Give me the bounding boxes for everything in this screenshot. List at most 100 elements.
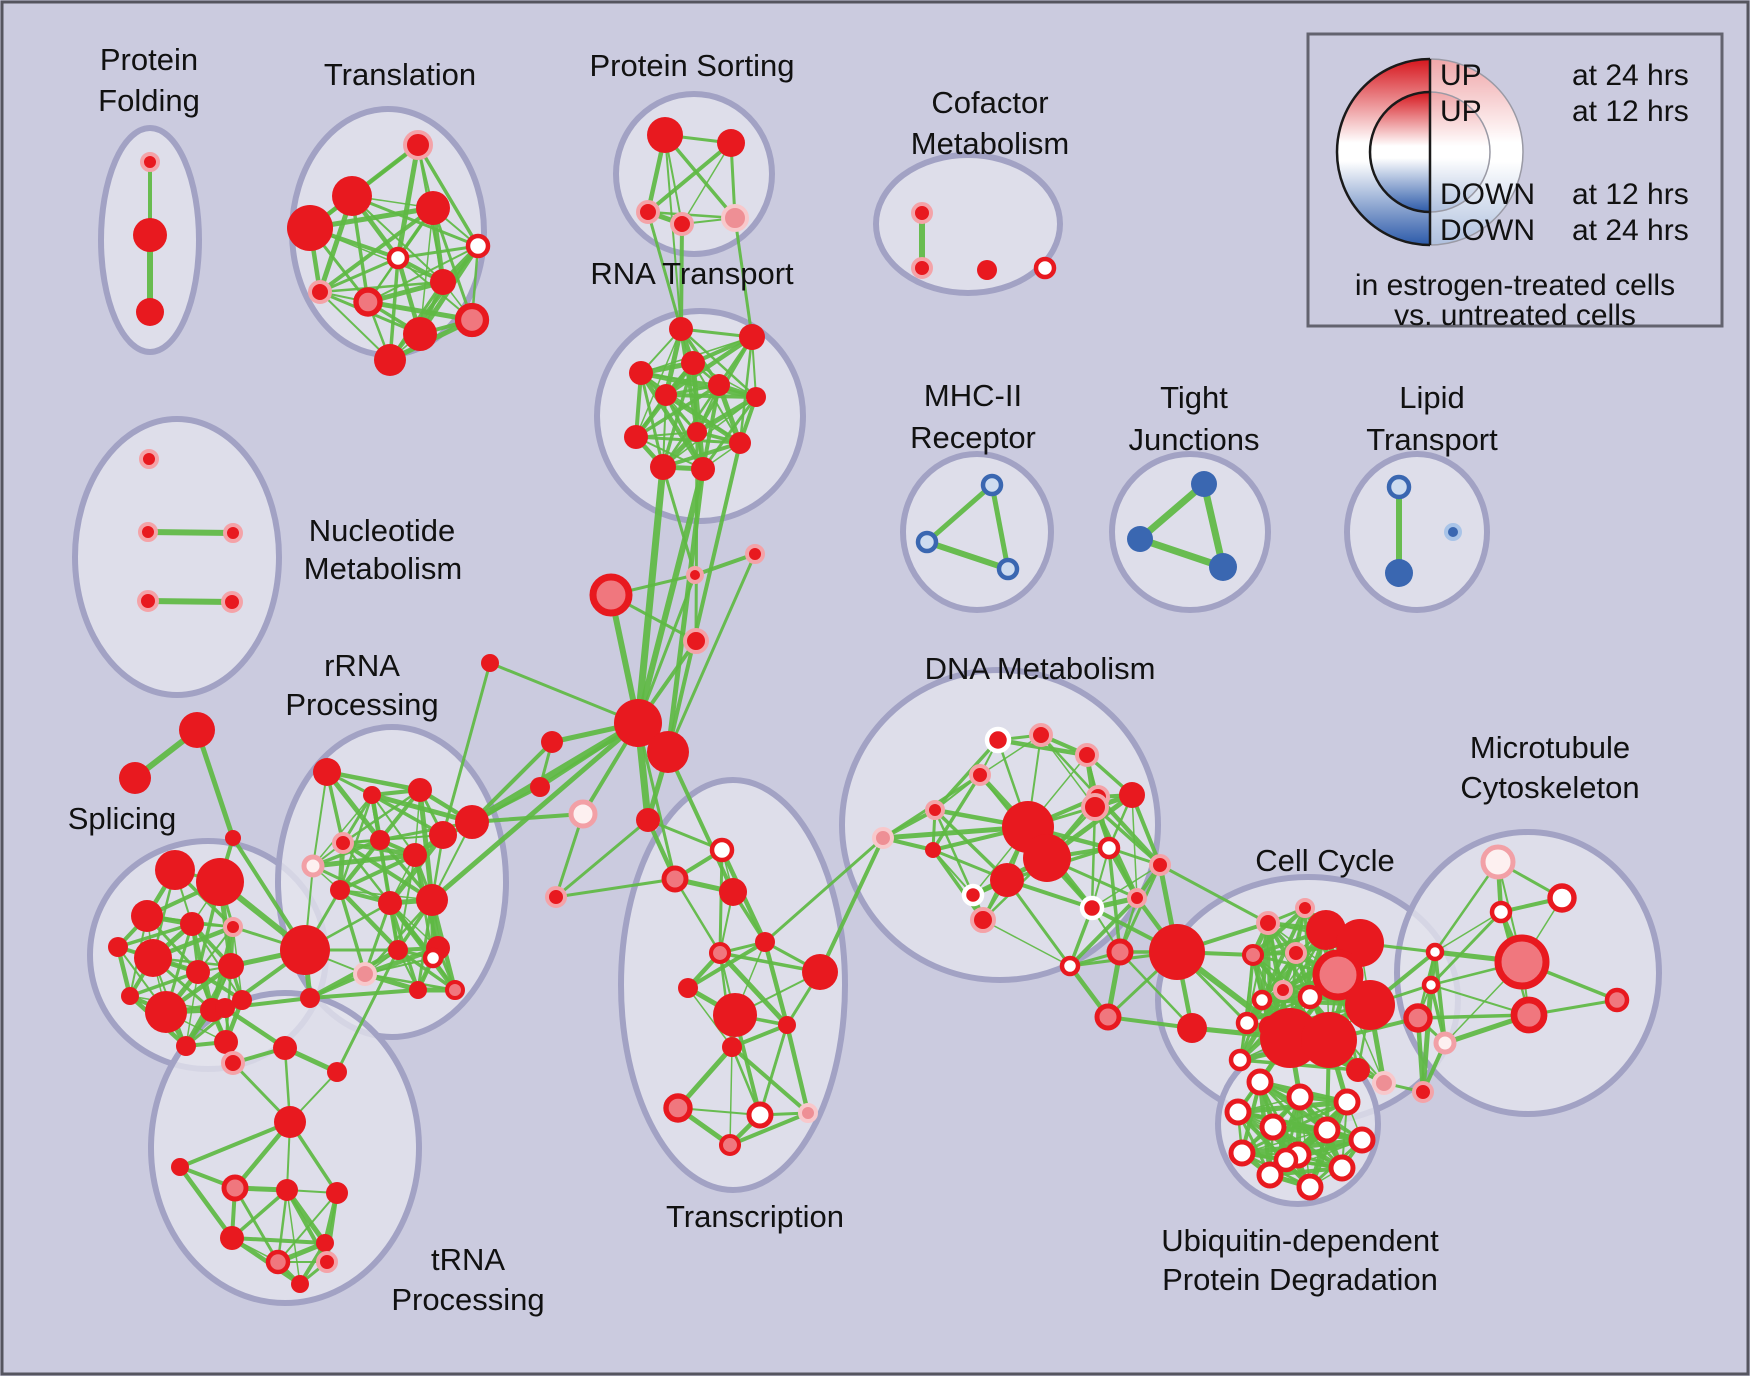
- nodes-layer: [108, 117, 1630, 1293]
- network-node-tr-2: [287, 205, 333, 251]
- network-node-mt-3: [1494, 934, 1550, 990]
- network-edge: [365, 299, 475, 323]
- cluster-label-rr: Processing: [285, 687, 438, 722]
- network-node-rr-18: [409, 981, 427, 999]
- network-node-rr-19: [445, 980, 465, 1000]
- network-node-tx-14: [718, 1133, 742, 1157]
- network-edge: [1068, 896, 1139, 968]
- network-node-sp-0: [155, 850, 195, 890]
- network-edge: [324, 769, 383, 843]
- network-node-ps-4: [721, 204, 749, 232]
- network-edge: [222, 1005, 288, 1051]
- network-node-nm-0: [139, 449, 159, 469]
- network-node-ub-5: [1313, 1116, 1341, 1144]
- network-node-rr-11: [416, 884, 448, 916]
- network-node-nm-4: [221, 591, 243, 613]
- network-node-ps-2: [636, 200, 660, 224]
- network-node-tn-1: [221, 1051, 245, 1075]
- network-edge: [635, 328, 682, 438]
- network-edge: [661, 441, 742, 469]
- network-node-dm-13: [1149, 854, 1171, 876]
- network-edge: [634, 435, 742, 445]
- network-node-rr-2: [408, 778, 432, 802]
- network-node-dm-22: [1177, 1013, 1207, 1043]
- labels-layer: Protein Folding Translation Protein Sorting…: [68, 42, 1640, 1317]
- network-node-nm-3: [137, 590, 159, 612]
- network-node-pf-1: [133, 218, 167, 252]
- cluster-ellipse-cf: [873, 152, 1063, 296]
- network-edge-connector: [818, 836, 885, 974]
- network-edge: [1090, 805, 1097, 910]
- cluster-label-lt: Transport: [1366, 422, 1498, 457]
- network-node-ub-6: [1348, 1126, 1376, 1154]
- network-node-tn-5: [171, 1158, 189, 1176]
- network-node-cf-2: [977, 260, 997, 280]
- network-node-cf-0: [911, 202, 933, 224]
- network-edge: [995, 737, 1090, 758]
- legend-inner-arc-right: [1429, 91, 1491, 213]
- network-edge: [309, 227, 444, 283]
- network-edge-connector: [666, 750, 735, 894]
- network-edge: [634, 383, 721, 439]
- network-edge: [1416, 1013, 1531, 1020]
- network-edge: [337, 837, 383, 893]
- network-node-dm-15: [1079, 895, 1105, 921]
- network-node-pf-2: [136, 298, 164, 326]
- network-edge: [1039, 733, 1100, 799]
- network-node-tx-0: [636, 808, 660, 832]
- network-edge: [1420, 982, 1434, 1095]
- network-edge: [230, 1188, 289, 1240]
- network-node-tr-9: [403, 317, 437, 351]
- legend-time-label: at 12 hrs: [1572, 95, 1689, 128]
- legend-direction-label: UP: [1440, 95, 1482, 128]
- cluster-ellipse-dm: [839, 667, 1161, 983]
- network-node-tn-10: [316, 1234, 334, 1252]
- network-node-sp-6: [134, 939, 172, 977]
- network-node-spine-6: [541, 731, 563, 753]
- network-node-cc-17: [1346, 1058, 1370, 1082]
- network-node-rt-6: [746, 387, 766, 407]
- network-edge: [924, 482, 995, 545]
- network-node-rr-16: [422, 947, 444, 969]
- network-edge: [933, 808, 975, 897]
- cluster-label-tx: Transcription: [666, 1199, 844, 1234]
- cluster-label-tj: Junctions: [1129, 422, 1260, 457]
- network-node-ps-1: [717, 129, 745, 157]
- network-edge: [1093, 805, 1162, 867]
- cluster-label-tn: tRNA: [431, 1242, 505, 1277]
- network-node-sp-4: [223, 917, 243, 937]
- network-node-tx-2: [661, 865, 689, 893]
- network-node-rt-1: [739, 324, 765, 350]
- network-node-dm-3: [969, 764, 991, 786]
- network-node-tr-4: [465, 233, 491, 259]
- cluster-label-cf: Metabolism: [911, 126, 1070, 161]
- network-node-rr-3: [301, 854, 325, 878]
- network-edge-connector: [335, 948, 400, 1074]
- network-node-cc-10: [1251, 989, 1273, 1011]
- network-edge-connector: [733, 216, 754, 339]
- cluster-ellipse-lt: [1344, 451, 1490, 613]
- network-node-tn-2: [273, 1036, 297, 1060]
- cluster-label-ub: Ubiquitin-dependent: [1161, 1223, 1439, 1258]
- network-node-cf-1: [911, 257, 933, 279]
- network-node-mt-10: [1412, 1081, 1434, 1103]
- network-node-dm-10: [1119, 782, 1145, 808]
- network-edge: [681, 142, 732, 225]
- network-node-cc-8: [1312, 949, 1364, 1001]
- network-node-tx-1: [709, 837, 735, 863]
- legend-inner-arc-left: [1368, 90, 1431, 214]
- network-node-dm-1: [1029, 723, 1053, 747]
- network-edge: [979, 734, 1042, 776]
- network-node-ub-0: [1246, 1068, 1274, 1096]
- network-edge: [1250, 905, 1308, 958]
- network-node-dm-8: [990, 863, 1024, 897]
- network-node-rr-10: [378, 891, 402, 915]
- network-node-mhc-0: [980, 473, 1004, 497]
- network-node-tn-11: [265, 1249, 291, 1275]
- network-node-sp-7: [186, 960, 210, 984]
- network-edge: [639, 371, 665, 469]
- network-node-spine-9: [545, 886, 567, 908]
- network-edge: [687, 987, 733, 1048]
- network-edge: [931, 848, 985, 922]
- network-node-dm-0: [984, 726, 1012, 754]
